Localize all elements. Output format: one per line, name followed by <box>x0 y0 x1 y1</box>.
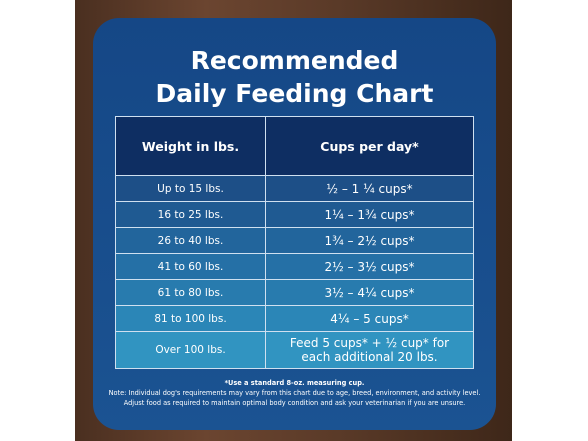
weight-cell: Up to 15 lbs. <box>116 176 266 201</box>
cups-line: 2½ – 3½ cups* <box>324 259 415 274</box>
table-row: 41 to 60 lbs. 2½ – 3½ cups* <box>116 253 473 279</box>
cups-line: 3½ – 4¼ cups* <box>324 285 415 300</box>
cups-cell: 4¼ – 5 cups* <box>266 306 473 331</box>
column-header: Cups per day* <box>320 138 419 154</box>
cups-line: 1¼ – 1¾ cups* <box>324 207 415 222</box>
table-row: Over 100 lbs. Feed 5 cups* + ½ cup* for ea… <box>116 331 473 368</box>
weight-cell: Over 100 lbs. <box>116 332 266 368</box>
card: Recommended Daily Feeding Chart Weight i… <box>93 18 496 430</box>
title-line: Daily Feeding Chart <box>155 79 434 108</box>
footnote: Adjust food as required to maintain opti… <box>123 399 466 407</box>
cups-line: Feed 5 cups* + ½ cup* for <box>289 336 450 350</box>
feeding-table: Weight in lbs. Cups per day* Up to 15 lbs.… <box>115 116 474 369</box>
cups-cell: Feed 5 cups* + ½ cup* for each additional… <box>266 332 473 368</box>
cups-line: 1¾ – 2½ cups* <box>324 233 415 248</box>
footnote: *Use a standard 8-oz. measuring cup. <box>224 379 365 387</box>
weight-cell: 41 to 60 lbs. <box>116 254 266 279</box>
table-row: 61 to 80 lbs. 3½ – 4¼ cups* <box>116 279 473 305</box>
cups-cell: ½ – 1 ¼ cups* <box>266 176 473 201</box>
cups-line: ½ – 1 ¼ cups* <box>326 181 413 196</box>
cups-cell: 3½ – 4¼ cups* <box>266 280 473 305</box>
cups-line: each additional 20 lbs. <box>301 350 438 364</box>
table-row: 16 to 25 lbs. 1¼ – 1¾ cups* <box>116 201 473 227</box>
weight-cell: 16 to 25 lbs. <box>116 202 266 227</box>
cups-cell: 2½ – 3½ cups* <box>266 254 473 279</box>
footnote: Note: Individual dog's requirements may … <box>108 389 481 397</box>
table-row: 81 to 100 lbs. 4¼ – 5 cups* <box>116 305 473 331</box>
weight-cell: 61 to 80 lbs. <box>116 280 266 305</box>
weight-cell: 81 to 100 lbs. <box>116 306 266 331</box>
title-line: Recommended <box>190 46 399 75</box>
weight-cell: 26 to 40 lbs. <box>116 228 266 253</box>
cups-cell: 1¼ – 1¾ cups* <box>266 202 473 227</box>
header-row: Weight in lbs. Cups per day* <box>116 117 473 175</box>
column-header: Weight in lbs. <box>116 117 266 175</box>
table-row: Up to 15 lbs. ½ – 1 ¼ cups* <box>116 175 473 201</box>
cups-line: 4¼ – 5 cups* <box>330 311 409 326</box>
cups-cell: 1¾ – 2½ cups* <box>266 228 473 253</box>
table-row: 26 to 40 lbs. 1¾ – 2½ cups* <box>116 227 473 253</box>
